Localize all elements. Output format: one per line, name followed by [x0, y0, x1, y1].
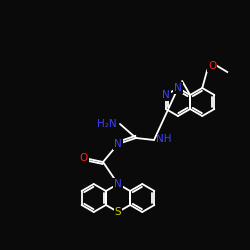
Text: N: N [174, 83, 182, 93]
Text: O: O [208, 61, 216, 71]
Text: N: N [114, 179, 122, 189]
Text: N: N [114, 139, 122, 149]
Text: N: N [162, 90, 170, 100]
Text: NH: NH [156, 134, 172, 144]
Text: S: S [115, 207, 121, 217]
Text: H₂N: H₂N [98, 119, 117, 129]
Text: O: O [80, 153, 88, 163]
